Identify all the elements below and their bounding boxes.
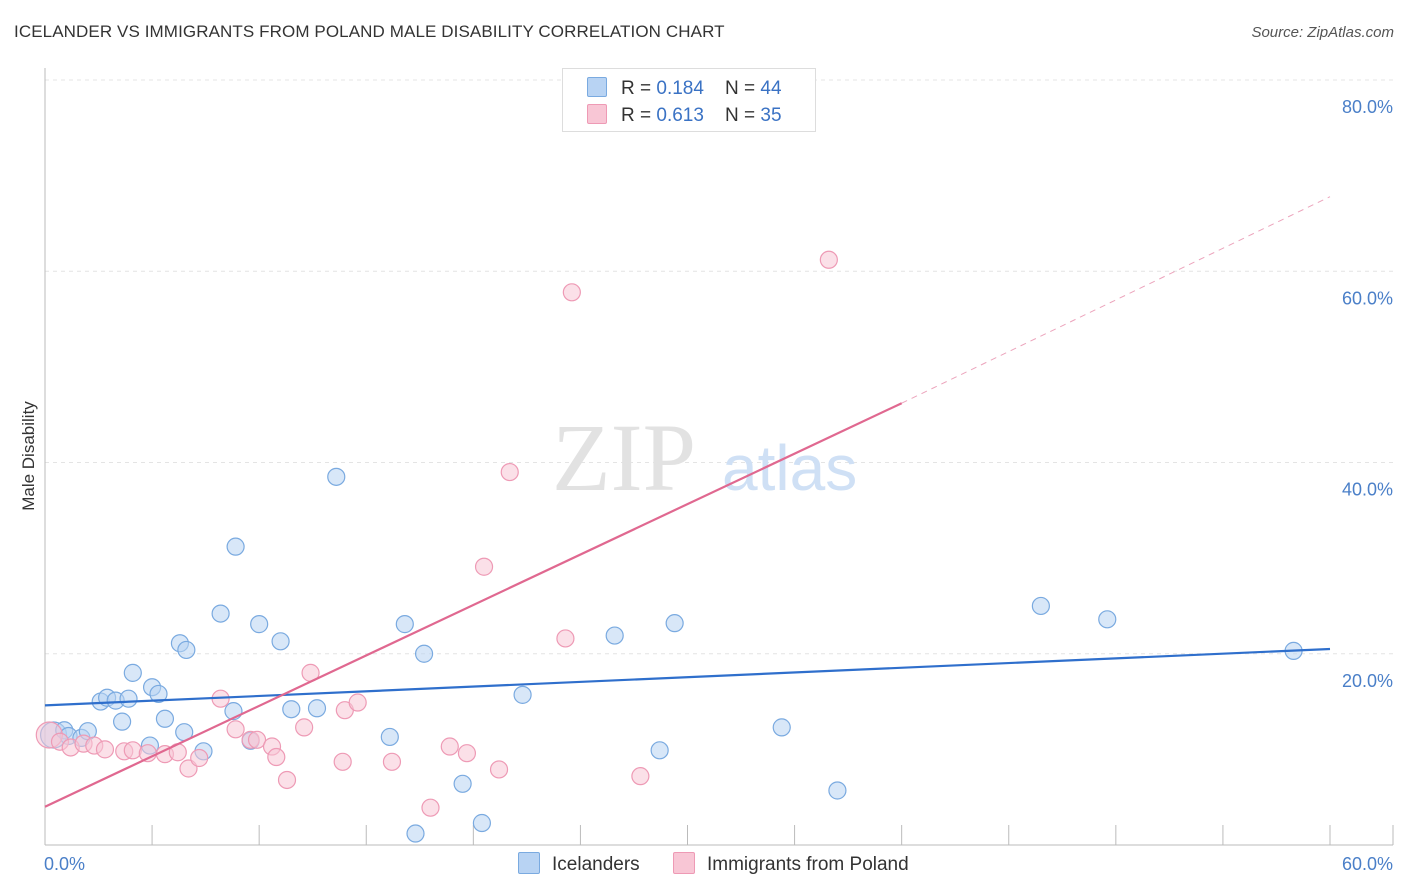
x-tick-label-min: 0.0% xyxy=(44,854,85,874)
legend-n-label: N = xyxy=(725,78,761,99)
icelanders-point-17 xyxy=(177,640,196,660)
poland-point-26 xyxy=(421,798,440,817)
icelanders-point-37 xyxy=(665,614,684,633)
axes xyxy=(44,68,1394,846)
y-tick-label-2: 60.0% xyxy=(1342,288,1393,308)
icelanders-point-14 xyxy=(155,709,175,728)
y-tick-label-3: 80.0% xyxy=(1342,97,1393,117)
poland-point-32 xyxy=(556,629,575,648)
icelanders-point-35 xyxy=(605,626,624,645)
poland-point-31 xyxy=(500,462,519,482)
icelanders-point-19 xyxy=(211,604,230,623)
icelanders-point-38 xyxy=(772,718,791,737)
icelanders-point-24 xyxy=(271,632,290,651)
icelanders-point-30 xyxy=(406,824,425,843)
poland-point-30 xyxy=(489,760,509,779)
y-tick-labels: 20.0% 40.0% 60.0% 80.0% xyxy=(1342,97,1393,691)
icelanders-point-8 xyxy=(112,712,132,731)
y-tick-label-0: 20.0% xyxy=(1342,671,1393,691)
icelanders-point-33 xyxy=(472,813,491,833)
legend-n-value: 35 xyxy=(760,105,782,126)
poland-trendline-extrapolated xyxy=(901,196,1331,404)
icelanders-point-13 xyxy=(149,684,168,704)
legend-swatch-blue xyxy=(587,77,607,97)
poland-point-16 xyxy=(247,730,267,749)
icelanders-point-29 xyxy=(395,615,414,634)
poland-point-5 xyxy=(95,740,115,759)
icelanders-trendline xyxy=(44,647,1331,707)
icelanders-point-21 xyxy=(226,537,245,556)
icelanders-point-32 xyxy=(453,774,472,793)
poland-point-7 xyxy=(123,741,142,760)
legend-item-poland[interactable]: Immigrants from Poland xyxy=(673,852,909,876)
poland-point-12 xyxy=(190,748,209,768)
icelanders-point-31 xyxy=(414,644,434,663)
legend-r-label: R = xyxy=(621,78,657,99)
legend-n-value: 44 xyxy=(760,78,782,99)
legend-row-icelanders: R = 0.184 N = 44 xyxy=(587,77,782,100)
legend-swatch-pink xyxy=(587,104,607,124)
poland-point-14 xyxy=(226,720,245,739)
icelanders-point-23 xyxy=(250,615,269,634)
legend-label-icelanders: Icelanders xyxy=(552,854,640,875)
icelanders-point-41 xyxy=(1098,610,1117,629)
icelanders-point-28 xyxy=(380,727,399,747)
icelanders-point-36 xyxy=(650,741,669,760)
icelanders-point-27 xyxy=(327,467,346,486)
chart-title: ICELANDER VS IMMIGRANTS FROM POLAND MALE… xyxy=(14,22,725,41)
icelanders-point-34 xyxy=(513,685,532,704)
x-tick-label-max: 60.0% xyxy=(1342,854,1393,874)
legend-label-poland: Immigrants from Poland xyxy=(707,854,909,875)
poland-point-25 xyxy=(382,752,402,771)
legend-r-value: 0.613 xyxy=(656,105,704,126)
icelanders-point-9 xyxy=(119,689,138,708)
grid-lines xyxy=(45,79,1393,655)
legend-row-poland: R = 0.613 N = 35 xyxy=(587,104,782,127)
correlation-legend: R = 0.184 N = 44 R = 0.613 N = 35 xyxy=(562,68,816,132)
poland-point-22 xyxy=(333,752,352,771)
poland-trendline xyxy=(44,402,903,808)
poland-point-18 xyxy=(267,747,286,767)
poland-point-34 xyxy=(631,767,650,786)
legend-n-label: N = xyxy=(725,105,761,126)
watermark: ZIP atlas xyxy=(552,404,857,511)
poland-point-33 xyxy=(562,283,581,302)
legend-r-value: 0.184 xyxy=(656,78,704,99)
data-points xyxy=(35,250,1303,843)
legend-item-icelanders[interactable]: Icelanders xyxy=(518,852,640,876)
watermark-atlas: atlas xyxy=(722,432,857,504)
icelanders-point-40 xyxy=(1031,596,1050,616)
icelanders-point-26 xyxy=(307,699,327,718)
poland-point-28 xyxy=(457,744,477,763)
poland-point-35 xyxy=(819,250,838,269)
poland-point-27 xyxy=(440,737,459,756)
icelanders-point-10 xyxy=(123,663,142,682)
poland-point-20 xyxy=(295,718,314,737)
icelanders-point-39 xyxy=(828,781,847,800)
y-tick-label-1: 40.0% xyxy=(1342,480,1393,500)
source-label: Source: ZipAtlas.com xyxy=(1251,24,1394,41)
series-legend: Icelanders Immigrants from Poland xyxy=(0,852,1406,876)
legend-swatch-pink xyxy=(673,852,695,874)
poland-point-19 xyxy=(277,770,297,790)
poland-point-24 xyxy=(348,693,367,712)
watermark-zip: ZIP xyxy=(552,404,696,511)
poland-point-29 xyxy=(474,557,494,576)
trend-lines xyxy=(44,196,1331,808)
legend-r-label: R = xyxy=(621,105,657,126)
legend-swatch-blue xyxy=(518,852,540,874)
icelanders-point-25 xyxy=(282,700,301,719)
y-axis-label: Male Disability xyxy=(19,401,38,511)
